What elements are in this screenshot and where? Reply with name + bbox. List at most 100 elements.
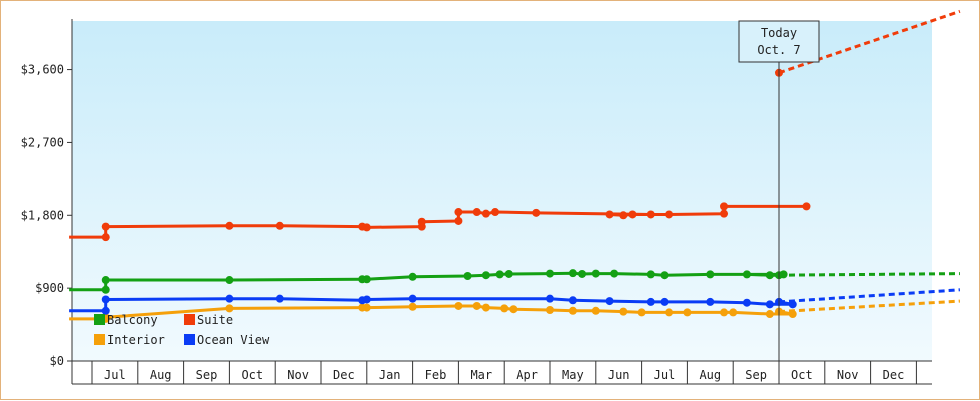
data-point [408,272,417,281]
legend-entry-ocean-view: Ocean View [184,333,270,347]
data-point [646,270,655,279]
y-tick-label: $900 [35,281,64,295]
x-tick-label: Oct [791,368,813,382]
y-tick-label: $3,600 [21,63,64,77]
data-point [532,208,541,217]
data-point [802,202,811,211]
legend-entry-suite: Suite [184,313,233,327]
data-point [568,306,577,315]
data-point [591,306,600,315]
data-point [720,202,729,211]
data-point [546,269,554,278]
data-point [275,221,284,230]
data-point [225,294,234,303]
x-tick-label: Feb [425,368,447,382]
data-point [454,301,463,310]
projection-line [778,272,960,277]
x-tick-label: Nov [287,368,309,382]
data-point [637,308,646,317]
x-tick-label: Dec [883,368,905,382]
legend-label: Balcony [107,313,158,327]
x-axis: Jul Aug Sep Oct Nov Dec Jan Feb Mar Apr May Jun Jul A… [72,360,932,385]
x-tick-label: Sep [196,368,218,382]
data-point [481,303,490,312]
data-point [591,269,600,278]
data-point [481,271,490,280]
data-point [646,297,655,306]
today-marker: Today Oct. 7 [738,20,820,361]
x-tick-label: Aug [699,368,721,382]
y-tick-label: $1,800 [21,208,64,222]
today-callout-line2: Oct. 7 [757,43,800,57]
data-point [275,294,284,303]
x-tick-label: Oct [241,368,263,382]
legend-label: Interior [107,333,165,347]
data-point [454,208,463,217]
legend-entry-interior: Interior [94,333,165,347]
data-point [706,270,715,279]
data-point [509,305,518,314]
data-point [568,296,577,305]
today-callout-box [738,20,820,63]
data-point [720,209,729,218]
y-tick-label: $0 [50,354,64,368]
series-suite [69,9,961,242]
data-point [665,210,674,219]
data-point [742,270,751,279]
data-point [101,233,110,242]
data-point [742,298,751,307]
data-point [568,269,577,278]
data-point [765,310,774,319]
legend-label: Suite [197,313,233,327]
data-point [765,271,774,280]
data-point [720,308,729,317]
x-tick-label: Jul [654,368,676,382]
legend-entry-balcony: Balcony [94,313,158,327]
data-point [225,304,234,313]
x-tick-label: Jan [379,368,401,382]
data-point [495,270,504,279]
legend-swatch [94,334,105,345]
projection-line [778,299,960,314]
data-point [491,208,500,217]
legend-swatch [184,334,195,345]
x-tick-label: Jun [608,368,630,382]
data-point [546,306,554,314]
x-tick-label: Nov [837,368,859,382]
data-point [454,216,463,225]
data-point [628,210,637,219]
data-point [101,295,110,304]
data-point [610,269,619,278]
data-point [362,275,371,284]
data-point [225,221,234,230]
data-point [619,211,628,220]
data-point [500,304,509,313]
series-balcony [69,269,960,294]
legend-label: Ocean View [197,333,270,347]
legend-swatch [94,314,105,325]
data-point [660,271,669,280]
data-point [408,294,417,303]
data-point [619,307,628,316]
data-point [765,300,774,309]
legend-swatch [184,314,195,325]
x-tick-label: Dec [333,368,355,382]
data-point [729,308,738,317]
data-point [578,269,587,278]
legend: Balcony Suite Interior Ocean View [94,313,270,347]
projection-line [778,288,961,304]
data-point [101,222,110,231]
data-point [101,285,110,294]
series-ocean-view [69,288,961,315]
data-point [683,308,692,317]
series-interior [69,299,960,323]
projection-line [778,9,961,75]
data-point [472,301,481,310]
data-point [605,210,614,219]
data-point [706,297,715,306]
data-point [646,210,655,219]
data-point [362,295,371,304]
data-point [504,269,513,278]
